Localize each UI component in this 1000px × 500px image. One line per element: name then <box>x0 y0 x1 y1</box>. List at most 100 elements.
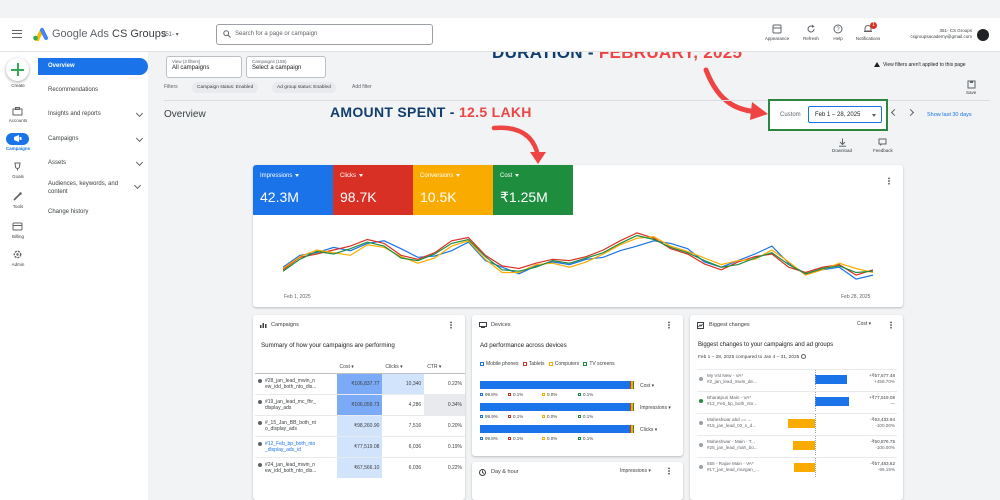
col-cost[interactable]: Cost ▾ <box>336 361 383 374</box>
metric-impressions[interactable]: Impressions 42.3M <box>253 165 333 215</box>
metric-clicks[interactable]: Clicks 98.7K <box>333 165 413 215</box>
refresh-button[interactable]: Refresh <box>798 24 824 41</box>
help-button[interactable]: ? Help <box>828 24 848 41</box>
nav-item-assets[interactable]: Assets <box>48 158 144 167</box>
legend-swatch <box>480 437 483 441</box>
campaign-name-cell[interactable]: #24_jan_lead_mwin_n ew_idd_both_nto_dis.… <box>255 456 337 478</box>
campaign-name[interactable]: #_15_Jan_BB_both_nt o_display_ads <box>265 419 316 432</box>
save-button[interactable]: Save <box>966 80 976 95</box>
nav-item-overview[interactable]: Overview <box>38 58 148 75</box>
col-ctr[interactable]: CTR ▾ <box>424 361 465 374</box>
rail-item-goals[interactable]: Goals <box>12 174 24 179</box>
baseline-divider <box>815 370 816 389</box>
duration-arrow <box>703 67 768 120</box>
campaign-name-cell[interactable]: #_15_Jan_BB_both_nt o_display_ads <box>255 414 337 436</box>
device-pct-label: 0.1% <box>508 392 523 397</box>
user-account[interactable]: 351- CS Groups csgroupsacademy@gmail.com <box>910 28 972 39</box>
more-options-icon[interactable] <box>450 321 452 329</box>
more-options-icon[interactable] <box>668 321 670 329</box>
download-button[interactable]: Download <box>832 138 852 153</box>
rail-item-create[interactable]: Create <box>11 83 25 88</box>
device-bar-segment <box>480 381 630 389</box>
prev-period-icon[interactable] <box>890 108 899 117</box>
table-row[interactable]: #28_jan_lead_mwin_n ew_idd_both_nto_dis.… <box>255 372 465 394</box>
list-item[interactable]: My Vst New - VA* #2_jan_lead_mwin_de... +… <box>697 369 897 389</box>
list-item[interactable]: 555 - Rajoe Main - VA* #17_jan_lead_murg… <box>697 457 897 477</box>
appearance-button[interactable]: Appearance <box>760 24 794 41</box>
ctr-cell: 0.22% <box>424 456 465 478</box>
nav-item-campaigns[interactable]: Campaigns <box>48 134 144 143</box>
campaigns-icon <box>14 135 22 142</box>
device-metric-selector[interactable]: Impressions ▾ <box>640 405 671 411</box>
campaign-name[interactable]: #28_jan_lead_mwin_n ew_idd_both_nto_dis.… <box>265 377 317 390</box>
clicks-cell: 4,286 <box>382 393 425 415</box>
search-input[interactable]: Search for a page or campaign <box>216 24 433 45</box>
table-row[interactable]: #_15_Jan_BB_both_nt o_display_ads ₹98,260… <box>255 414 465 436</box>
change-name[interactable]: Maheshwar - Main - T... #25_jan_lead_mah… <box>707 439 758 450</box>
table-row[interactable]: #24_jan_lead_mwin_n ew_idd_both_nto_dis.… <box>255 456 465 478</box>
table-row[interactable]: #12_Feb_bp_both_nto _display_ads_id ₹77,5… <box>255 435 465 457</box>
view-selector[interactable]: View (2 filters) All campaigns <box>166 56 242 78</box>
legend-mobile[interactable]: Mobile phones <box>480 361 519 367</box>
filter-chip-campaign-status[interactable]: Campaign status: Enabled <box>192 82 259 93</box>
add-filter-button[interactable]: Add filter <box>352 84 372 90</box>
nav-item-insights[interactable]: Insights and reports <box>48 109 144 118</box>
nav-item-recommendations[interactable]: Recommendations <box>48 87 99 93</box>
nav-item-audiences[interactable]: Audiences, keywords, and content <box>48 180 142 196</box>
date-range-picker[interactable]: Feb 1 – 28, 2025 <box>808 106 882 123</box>
device-row: 99.9% 0.1% 0.0% 0.1% Impressions ▾ <box>480 403 680 421</box>
list-item[interactable]: Maheshwar - Main - T... #25_jan_lead_mah… <box>697 435 897 455</box>
rail-item-accounts[interactable]: Accounts <box>8 118 28 123</box>
avatar[interactable] <box>977 29 989 41</box>
more-options-icon[interactable] <box>668 467 670 475</box>
device-bar-segment <box>632 425 635 433</box>
changes-metric-selector[interactable]: Cost ▾ <box>857 321 872 327</box>
campaign-name[interactable]: #19_jan_lead_mc_fhr_ display_ads <box>265 398 316 411</box>
account-id[interactable]: 351- ▾ <box>162 32 179 38</box>
menu-icon[interactable] <box>12 30 22 38</box>
campaign-name-cell[interactable]: #28_jan_lead_mwin_n ew_idd_both_nto_dis.… <box>255 372 337 394</box>
show-last-30-days-link[interactable]: Show last 30 days <box>927 112 972 118</box>
brand-name: Google Ads <box>52 28 109 40</box>
campaign-name[interactable]: #24_jan_lead_mwin_n ew_idd_both_nto_dis.… <box>265 461 317 474</box>
list-item[interactable]: Maheshwar abd == ... #15_jan_lead_02_s_d… <box>697 413 897 433</box>
create-button[interactable] <box>6 58 29 81</box>
account-name[interactable]: CS Groups <box>112 28 167 40</box>
change-values: +₹77,519.08— <box>868 395 895 406</box>
nav-item-change-history[interactable]: Change history <box>48 209 89 215</box>
campaign-name[interactable]: #12_Feb_bp_both_nto _display_ads_id <box>265 440 316 453</box>
campaign-name-cell[interactable]: #19_jan_lead_mc_fhr_ display_ads <box>255 393 337 415</box>
change-name[interactable]: Maheshwar abd == ... #15_jan_lead_02_s_d… <box>707 417 757 428</box>
campaign-name-cell[interactable]: #12_Feb_bp_both_nto _display_ads_id <box>255 435 337 457</box>
search-icon <box>223 30 231 38</box>
metric-cost[interactable]: Cost ₹1.25M <box>493 165 573 215</box>
table-row[interactable]: #19_jan_lead_mc_fhr_ display_ads ₹106,059… <box>255 393 465 415</box>
device-pct-label: 0.1% <box>508 414 523 419</box>
legend-tv[interactable]: TV screens <box>583 361 615 367</box>
next-period-icon[interactable] <box>906 108 915 117</box>
campaign-selector[interactable]: Campaigns (155) Select a campaign <box>246 56 326 78</box>
rail-item-admin[interactable]: Admin <box>11 262 25 267</box>
rail-item-tools[interactable]: Tools <box>12 204 24 209</box>
metric-conversions[interactable]: Conversions 10.5K <box>413 165 493 215</box>
rail-item-billing[interactable]: Billing <box>11 234 24 239</box>
change-name[interactable]: Bharatpuri Main - VA* #12_Feb_bp_both_nt… <box>707 395 758 406</box>
change-name[interactable]: My Vst New - VA* #2_jan_lead_mwin_de... <box>707 373 757 384</box>
notifications-button[interactable]: 1 Notifications <box>855 22 881 41</box>
filter-chip-adgroup-status[interactable]: Ad group status: Enabled <box>272 82 336 93</box>
legend-swatch <box>542 437 545 441</box>
list-item[interactable]: Bharatpuri Main - VA* #12_Feb_bp_both_nt… <box>697 391 897 411</box>
change-name[interactable]: 555 - Rajoe Main - VA* #17_jan_lead_murg… <box>707 461 760 472</box>
device-metric-selector[interactable]: Cost ▾ <box>640 383 655 389</box>
legend-tablets[interactable]: Tablets <box>522 361 545 367</box>
device-metric-selector[interactable]: Clicks ▾ <box>640 427 658 433</box>
feedback-button[interactable]: Feedback <box>873 138 893 153</box>
more-options-icon[interactable] <box>890 321 892 329</box>
legend-computers[interactable]: Computers <box>548 361 579 367</box>
rail-item-campaigns[interactable]: Campaigns <box>5 146 31 151</box>
more-options-icon[interactable] <box>888 177 890 185</box>
day-hour-metric-selector[interactable]: Impressions ▾ <box>620 468 651 474</box>
col-clicks[interactable]: Clicks ▾ <box>382 361 425 374</box>
info-icon <box>800 354 806 359</box>
device-bar-segment <box>629 425 632 433</box>
